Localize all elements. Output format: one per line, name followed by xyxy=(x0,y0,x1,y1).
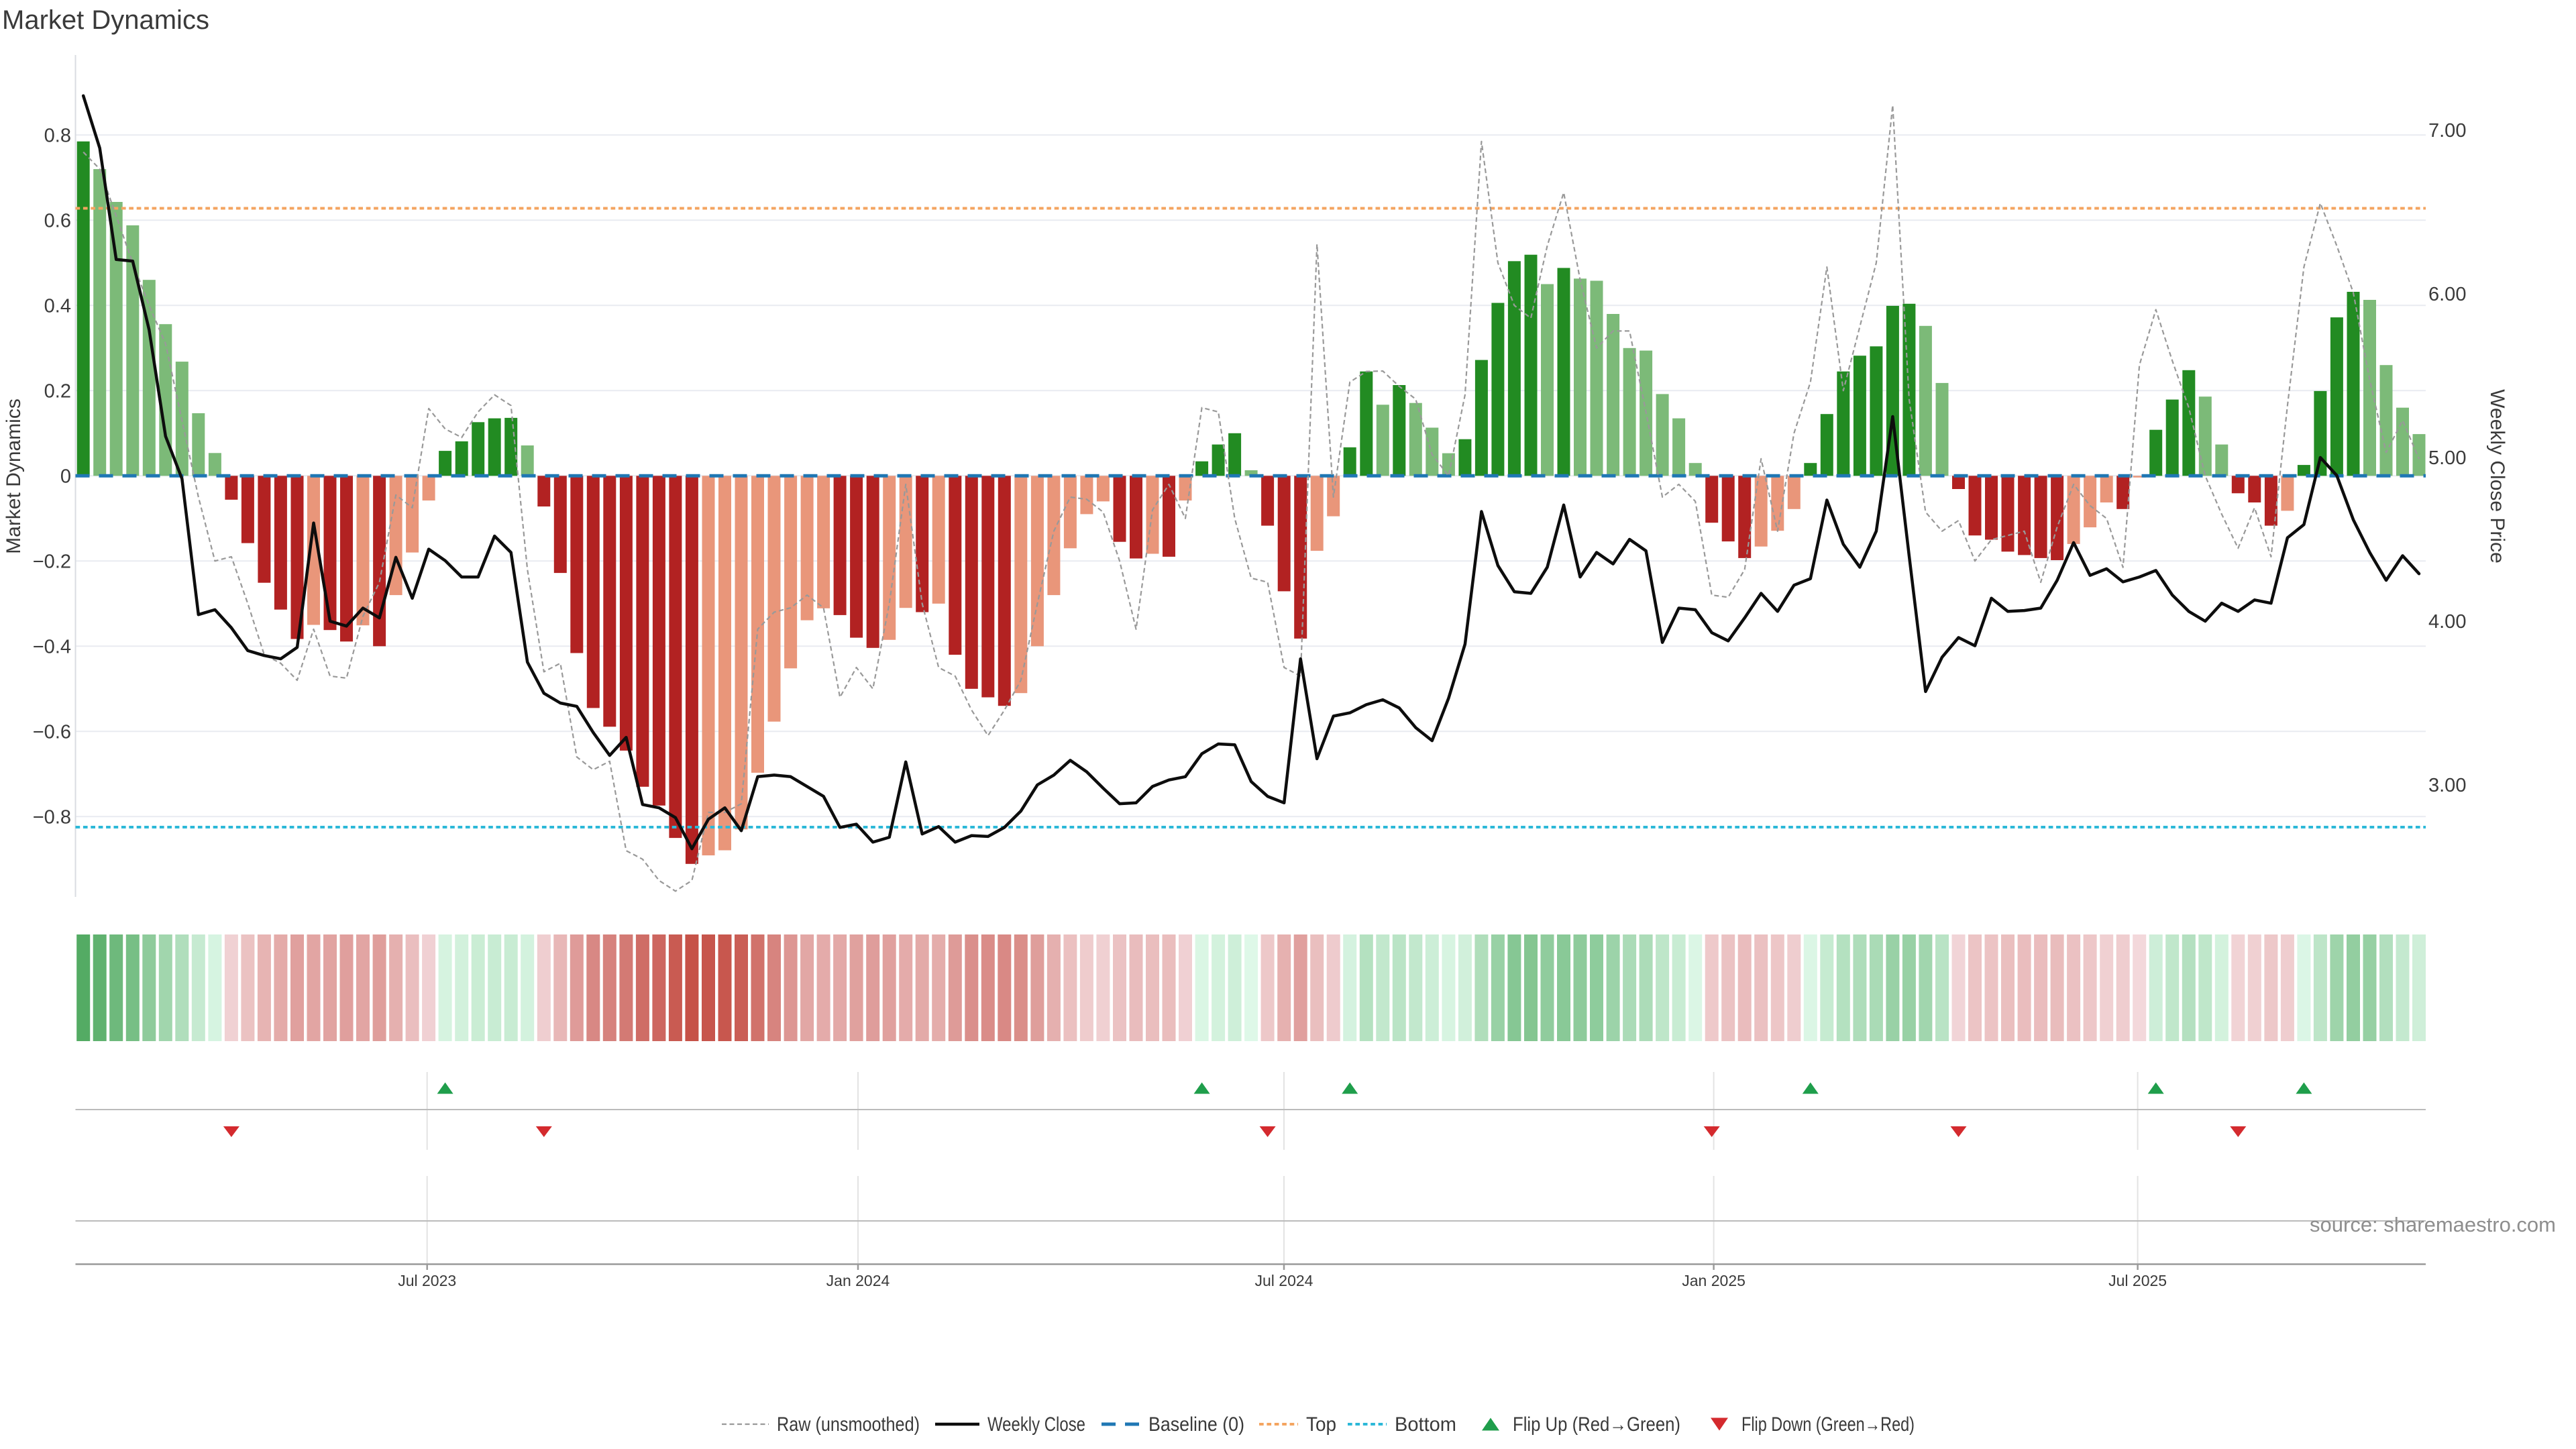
svg-text:Raw (unsmoothed): Raw (unsmoothed) xyxy=(777,1413,920,1436)
svg-text:Bottom: Bottom xyxy=(1395,1413,1456,1436)
svg-text:−0.2: −0.2 xyxy=(33,551,71,572)
svg-text:Jul 2025: Jul 2025 xyxy=(2108,1272,2167,1289)
svg-text:3.00: 3.00 xyxy=(2428,775,2466,796)
svg-text:−0.8: −0.8 xyxy=(33,806,71,828)
svg-text:0.2: 0.2 xyxy=(44,380,71,402)
svg-text:5.00: 5.00 xyxy=(2428,447,2466,469)
svg-text:0: 0 xyxy=(60,466,71,487)
svg-text:Weekly Close: Weekly Close xyxy=(987,1413,1085,1436)
svg-text:0.4: 0.4 xyxy=(44,295,71,317)
svg-text:Jan 2024: Jan 2024 xyxy=(826,1272,890,1289)
svg-text:Flip Down (Green→Red): Flip Down (Green→Red) xyxy=(1741,1413,1915,1436)
svg-text:6.00: 6.00 xyxy=(2428,284,2466,305)
svg-text:0.8: 0.8 xyxy=(44,125,71,146)
svg-text:source: sharemaestro.com: source: sharemaestro.com xyxy=(2310,1213,2556,1236)
svg-text:7.00: 7.00 xyxy=(2428,120,2466,142)
svg-text:Flip Up (Red→Green): Flip Up (Red→Green) xyxy=(1513,1413,1680,1436)
svg-text:−0.4: −0.4 xyxy=(33,636,71,657)
svg-text:0.6: 0.6 xyxy=(44,210,71,231)
svg-text:Market Dynamics: Market Dynamics xyxy=(3,398,25,554)
svg-text:Top: Top xyxy=(1306,1413,1336,1436)
svg-text:Jul 2023: Jul 2023 xyxy=(398,1272,456,1289)
svg-text:Baseline (0): Baseline (0) xyxy=(1148,1413,1244,1436)
svg-text:4.00: 4.00 xyxy=(2428,611,2466,633)
svg-text:Weekly Close Price: Weekly Close Price xyxy=(2486,389,2508,564)
svg-text:Market Dynamics: Market Dynamics xyxy=(2,5,209,35)
svg-text:Jan 2025: Jan 2025 xyxy=(1682,1272,1746,1289)
svg-text:Jul 2024: Jul 2024 xyxy=(1255,1272,1313,1289)
svg-text:−0.6: −0.6 xyxy=(33,721,71,743)
